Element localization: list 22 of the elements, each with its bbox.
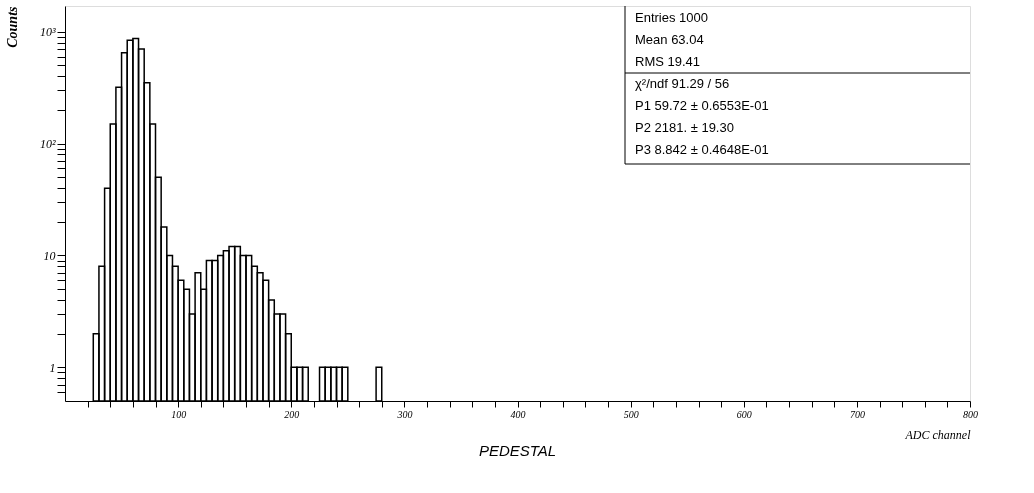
x-axis-title: ADC channel bbox=[904, 427, 972, 442]
annotation: Entries 1000 bbox=[635, 10, 708, 25]
x-tick-label: 800 bbox=[963, 408, 978, 420]
x-tick-label: 600 bbox=[736, 408, 752, 420]
annotation: P3 8.842 ± 0.4648E-01 bbox=[635, 142, 769, 157]
annotation: Mean 63.04 bbox=[635, 32, 704, 47]
x-tick-label: 500 bbox=[623, 408, 639, 420]
y-tick-label: 10³ bbox=[39, 25, 56, 40]
x-tick-label: 100 bbox=[171, 408, 187, 420]
y-tick-label: 10² bbox=[39, 137, 56, 152]
annotation: χ²/ndf 91.29 / 56 bbox=[635, 76, 730, 91]
x-tick-label: 700 bbox=[849, 408, 865, 420]
text: PEDESTAL bbox=[478, 442, 557, 459]
y-tick-label: 1 bbox=[49, 360, 56, 375]
y-tick-label: 10 bbox=[43, 248, 56, 263]
annotation: RMS 19.41 bbox=[635, 54, 701, 69]
annotation: P1 59.72 ± 0.6553E-01 bbox=[635, 98, 769, 113]
annotation: P2 2181. ± 19.30 bbox=[635, 120, 734, 135]
x-tick-label: 200 bbox=[284, 408, 300, 420]
x-tick-label: 400 bbox=[510, 408, 526, 420]
y-axis-title: Counts bbox=[4, 5, 20, 48]
x-tick-label: 300 bbox=[396, 408, 413, 420]
